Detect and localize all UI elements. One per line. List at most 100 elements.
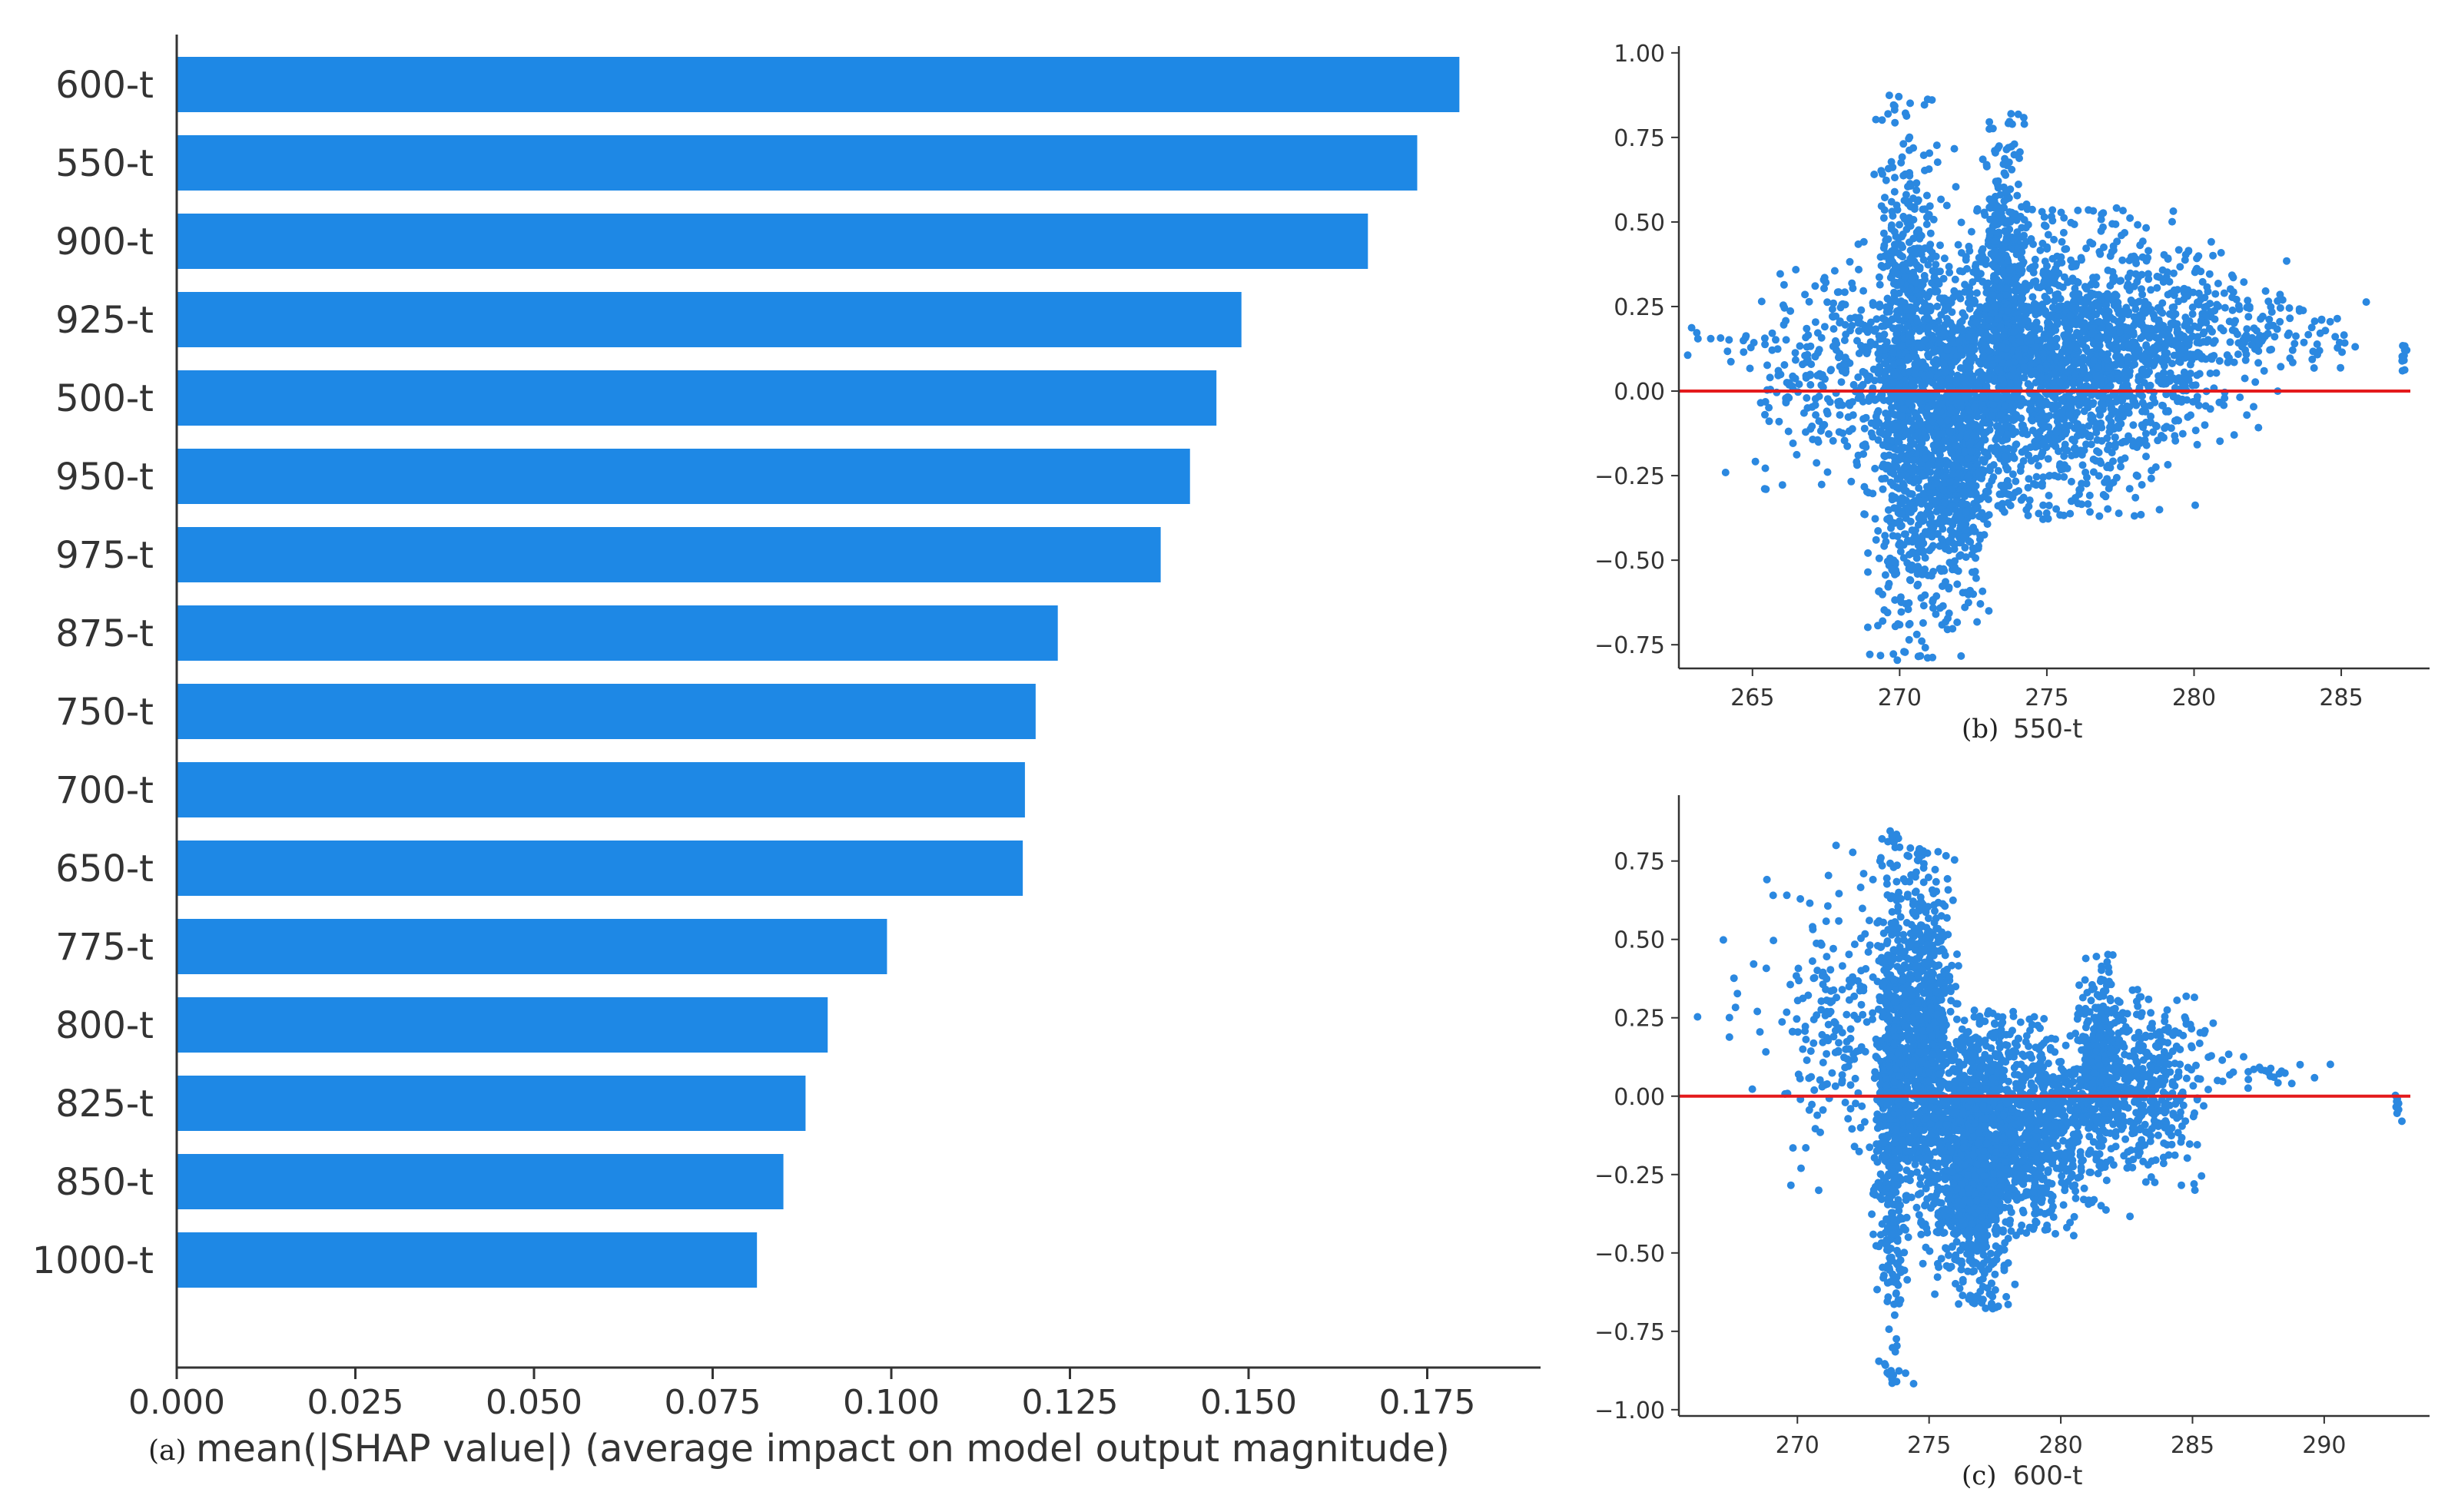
scatter-point — [2125, 340, 2133, 349]
scatter-point — [1917, 282, 1926, 290]
scatter-point — [1920, 271, 1929, 280]
scatter-point — [1808, 422, 1816, 430]
scatter-point — [1926, 229, 1935, 237]
scatter-point — [1822, 278, 1830, 287]
scatter-point — [1892, 330, 1901, 338]
scatter-point — [2124, 354, 2132, 363]
scatter-point — [1925, 461, 1933, 469]
scatter-point — [1912, 554, 1921, 562]
scatter-point — [1839, 360, 1848, 368]
scatter-point — [2103, 434, 2111, 443]
scatter-point — [2234, 350, 2242, 359]
scatter-point — [1860, 424, 1869, 433]
scatter-point — [1892, 463, 1901, 471]
scatter-point — [1841, 300, 1849, 309]
scatter-point — [1891, 558, 1899, 566]
scatter-point — [2058, 237, 2066, 246]
scatter-point — [2060, 214, 2068, 222]
scatter-point — [2195, 350, 2204, 358]
scatter-point — [2182, 318, 2191, 327]
scatter-point — [2169, 207, 2178, 215]
scatter-point — [1929, 524, 1938, 532]
scatter-point — [1937, 310, 1945, 319]
scatter-point — [2001, 227, 2009, 235]
scatter-point — [1861, 343, 1869, 351]
scatter-point — [2193, 254, 2201, 263]
scatter-point — [1889, 348, 1897, 356]
scatter-point — [1952, 441, 1961, 449]
scatter-point — [1962, 508, 1970, 516]
scatter-point — [1998, 342, 2006, 350]
scatter-point — [1883, 295, 1892, 303]
scatter-point — [2044, 515, 2052, 523]
scatter-point — [2060, 511, 2068, 519]
y-tick-label: 700-t — [55, 769, 154, 812]
scatter-point — [1853, 458, 1861, 466]
scatter-point — [1959, 309, 1967, 317]
scatter-point — [1855, 327, 1863, 335]
scatter-point — [1892, 370, 1900, 379]
y-tick-label: −0.75 — [1594, 632, 1665, 659]
scatter-point — [2026, 281, 2034, 290]
scatter-point — [2050, 370, 2058, 378]
scatter-point — [2247, 340, 2256, 349]
scatter-point — [2088, 240, 2097, 248]
scatter-point — [1879, 929, 1888, 937]
scatter-point — [1768, 329, 1776, 337]
scatter-point — [2277, 363, 2285, 371]
scatter-point — [2106, 463, 2115, 472]
scatter-point — [1921, 205, 1929, 214]
bar-850-t — [177, 1154, 784, 1209]
scatter-point — [1892, 411, 1900, 419]
scatter-point — [2228, 306, 2237, 314]
scatter-point — [2288, 346, 2297, 354]
scatter-point — [2117, 277, 2125, 285]
scatter-point — [1791, 356, 1800, 364]
y-tick-label: −0.50 — [1594, 548, 1665, 575]
scatter-point — [1879, 485, 1887, 493]
scatter-point — [2116, 328, 2124, 337]
scatter-point — [1948, 308, 1956, 317]
scatter-point — [1929, 604, 1937, 612]
scatter-point — [1803, 350, 1812, 359]
scatter-point — [2023, 430, 2032, 439]
scatter-point — [2211, 337, 2219, 345]
scatter-point — [1891, 504, 1899, 512]
scatter-point — [1876, 393, 1885, 402]
scatter-point — [1948, 338, 1956, 346]
scatter-point — [1874, 436, 1882, 444]
scatter-point — [2087, 411, 2095, 419]
scatter-point — [1979, 353, 1987, 361]
scatter-point — [1992, 264, 2001, 272]
scatter-point — [1864, 568, 1872, 576]
scatter-point — [1791, 349, 1800, 357]
scatter-point — [1841, 353, 1849, 362]
scatter-point — [1905, 621, 1913, 628]
scatter-point — [2002, 145, 2011, 154]
scatter-point — [1892, 877, 1901, 886]
scatter-point — [2001, 453, 2009, 461]
scatter-point — [2269, 321, 2277, 330]
scatter-point — [2042, 397, 2050, 406]
scatter-point — [2141, 436, 2149, 444]
scatter-point — [2064, 328, 2072, 337]
scatter-point — [2111, 433, 2119, 442]
scatter-point — [1973, 380, 1982, 388]
scatter-point — [1913, 570, 1922, 579]
scatter-point — [1903, 287, 1912, 295]
scatter-point — [2048, 212, 2055, 220]
scatter-point — [1741, 333, 1750, 342]
scatter-point — [1989, 412, 1997, 420]
scatter-point — [2067, 218, 2075, 227]
scatter-point — [2147, 474, 2155, 482]
scatter-point — [2045, 492, 2053, 499]
scatter-point — [1879, 214, 1888, 222]
scatter-point — [2078, 461, 2087, 469]
scatter-point — [1912, 630, 1921, 638]
scatter-point — [2096, 411, 2105, 419]
scatter-point — [2043, 244, 2052, 253]
scatter-point — [2058, 395, 2067, 403]
scatter-point — [2086, 508, 2094, 516]
scatter-point — [1785, 379, 1793, 387]
scatter-point — [1991, 302, 1999, 310]
